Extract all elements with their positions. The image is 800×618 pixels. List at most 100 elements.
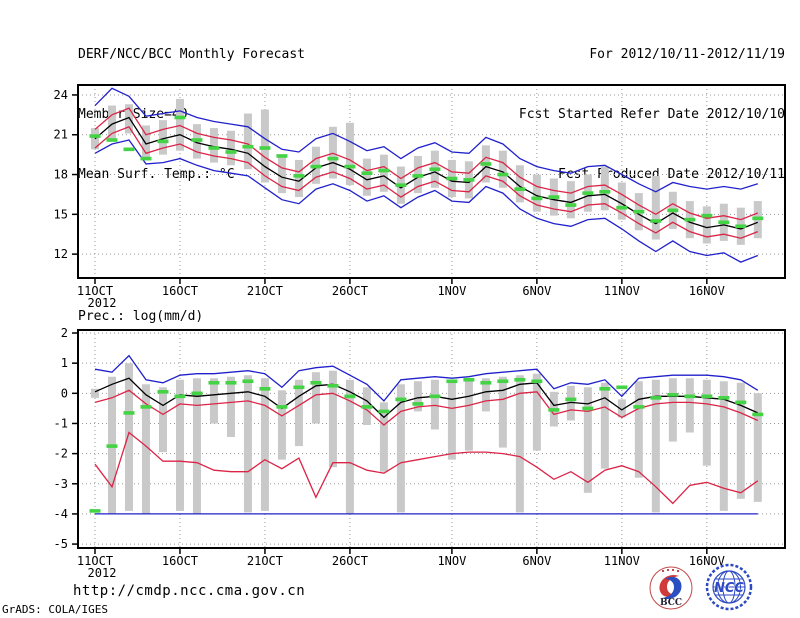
observation-dash xyxy=(497,172,509,177)
observation-dash xyxy=(616,205,628,210)
observation-dash xyxy=(242,379,254,384)
member-spread-bars xyxy=(294,379,303,447)
member-spread-bars xyxy=(107,105,116,139)
member-spread-bars xyxy=(209,128,218,163)
observation-dash xyxy=(684,394,696,399)
observation-dash xyxy=(123,411,135,415)
observation-dash xyxy=(310,164,322,169)
member-spread-bars xyxy=(345,122,354,186)
observation-dash xyxy=(599,386,611,391)
x-axis-year-label: 2012 xyxy=(88,296,117,310)
ensemble-mean-line xyxy=(94,377,759,419)
member-spread-bars xyxy=(175,98,184,151)
observation-dash xyxy=(514,377,526,382)
observation-dash xyxy=(276,405,288,409)
upper-spread-line xyxy=(94,389,759,426)
x-tick-label: 1NOV xyxy=(437,554,466,568)
member-spread-bars xyxy=(532,373,541,451)
observation-dash xyxy=(565,203,577,207)
observation-dash xyxy=(293,174,305,178)
observation-dash xyxy=(429,167,441,172)
observation-dash xyxy=(89,509,101,513)
member-spread-bars xyxy=(243,113,252,170)
observation-dash xyxy=(123,147,135,152)
observation-dash xyxy=(276,154,288,158)
observation-dash xyxy=(718,220,730,225)
y-tick-label: 0 xyxy=(61,386,68,400)
member-spread-bars xyxy=(617,399,626,418)
observation-dash xyxy=(548,408,560,412)
x-tick-label: 21OCT xyxy=(247,284,283,298)
member-spread-bars xyxy=(277,155,286,194)
observation-dash xyxy=(633,209,645,214)
member-spread-bars xyxy=(498,150,507,188)
upper-spread-line xyxy=(94,107,759,221)
y-tick-label: 21 xyxy=(54,128,68,142)
member-spread-bars xyxy=(634,381,643,478)
member-spread-bars xyxy=(566,181,575,219)
observation-dash xyxy=(259,146,271,150)
ensemble-max-line xyxy=(94,87,758,193)
grads-credit: GrADS: COLA/IGES xyxy=(2,603,108,616)
observation-dash xyxy=(191,138,203,142)
bcc-swirl-red xyxy=(659,574,679,598)
observation-dash xyxy=(327,383,339,388)
member-spread-bars xyxy=(600,382,609,469)
observation-dash xyxy=(684,217,696,222)
member-spread-bars xyxy=(515,165,524,203)
member-spread-bars xyxy=(430,379,439,430)
observation-dash xyxy=(225,150,237,154)
member-spread-bars xyxy=(141,125,150,160)
bcc-arc-mark xyxy=(667,569,669,571)
member-spread-bars xyxy=(175,379,184,511)
y-tick-label: -3 xyxy=(54,477,68,491)
observation-dash xyxy=(616,385,628,390)
lower-spread-line xyxy=(94,431,759,505)
prec-chart-title: Prec.: log(mm/d) xyxy=(78,309,204,324)
website-url: http://cmdp.ncc.cma.gov.cn xyxy=(73,583,306,599)
member-spread-bars xyxy=(566,385,575,421)
fcst-start-date-label: Fcst Started Refer Date 2012/10/10 xyxy=(518,107,785,122)
plot-border xyxy=(77,329,786,549)
x-tick-label: 26OCT xyxy=(332,284,368,298)
observation-dash xyxy=(225,380,237,385)
observation-dash xyxy=(106,138,118,142)
observation-dash xyxy=(208,146,220,150)
member-spread-bars xyxy=(362,158,371,196)
x-tick-label: 1NOV xyxy=(437,284,466,298)
x-tick-label: 11NOV xyxy=(604,554,640,568)
observation-dash xyxy=(378,168,390,173)
page-title: DERF/NCC/BCC Monthly Forecast xyxy=(78,47,305,62)
x-tick-label: 16OCT xyxy=(162,284,198,298)
observation-dash xyxy=(718,396,730,400)
observation-dash xyxy=(548,195,560,199)
observation-dash xyxy=(633,405,645,409)
member-spread-bars xyxy=(464,379,473,451)
member-spread-bars xyxy=(396,384,405,513)
member-spread-bars xyxy=(413,381,422,412)
bcc-logo: BCC xyxy=(649,566,693,610)
observation-dash xyxy=(412,402,424,406)
plot-border xyxy=(77,84,786,279)
member-spread-bars xyxy=(481,378,490,412)
observation-dash xyxy=(157,390,169,394)
observation-dash xyxy=(514,187,526,191)
x-tick-label: 11OCT xyxy=(77,554,113,568)
observation-dash xyxy=(157,139,169,144)
observation-dash xyxy=(582,406,594,411)
ensemble-max-line xyxy=(94,354,759,402)
observation-dash xyxy=(735,224,747,229)
observation-dash xyxy=(310,380,322,385)
observation-dash xyxy=(89,134,101,138)
observation-dash xyxy=(140,405,152,409)
y-tick-label: 15 xyxy=(54,207,68,221)
x-tick-label: 6NOV xyxy=(522,284,551,298)
member-spread-bars xyxy=(158,387,167,453)
observation-dash xyxy=(293,385,305,390)
observation-dash xyxy=(565,397,577,402)
x-tick-label: 11NOV xyxy=(604,284,640,298)
member-spread-bars xyxy=(243,375,252,513)
observation-dash xyxy=(463,377,475,382)
member-spread-bars xyxy=(379,154,388,192)
